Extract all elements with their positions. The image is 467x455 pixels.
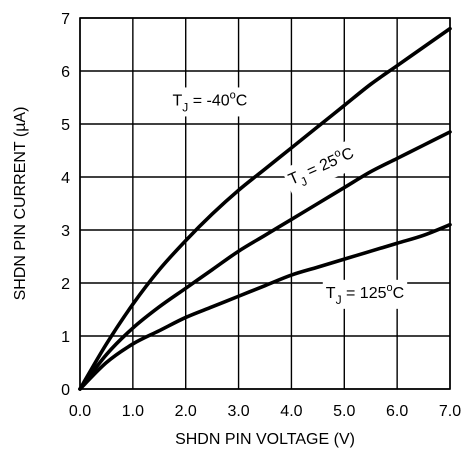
y-tick-label: 3: [61, 223, 70, 240]
x-tick-label: 4.0: [280, 403, 302, 420]
x-tick-label: 2.0: [175, 403, 197, 420]
series-label-background: [169, 87, 251, 117]
x-tick-label: 6.0: [386, 403, 408, 420]
series-label-0: TJ = -40oC: [169, 87, 251, 117]
y-tick-label: 5: [61, 117, 70, 134]
x-tick-label: 1.0: [122, 403, 144, 420]
y-axis-title: SHDN PIN CURRENT (µA): [12, 107, 29, 301]
series-line-0: [78, 26, 452, 391]
y-tick-labels: 0 1 2 3 4 5 6 7: [61, 11, 70, 399]
y-tick-label: 4: [61, 170, 70, 187]
series-label-text: TJ = 125oC: [326, 282, 404, 307]
series-labels: TJ = -40oC TJ = 25oC TJ = 125oC: [169, 87, 408, 309]
x-tick-labels: 0.0 1.0 2.0 3.0 4.0 5.0 6.0 7.0: [69, 403, 461, 420]
x-tick-label: 3.0: [227, 403, 249, 420]
y-tick-label: 6: [61, 64, 70, 81]
series-line-2: [78, 222, 452, 391]
series-label-1: TJ = 25oC: [281, 139, 363, 197]
series-line-1: [78, 130, 452, 391]
series-label-background: [322, 279, 408, 309]
series-label-text: TJ = -40oC: [173, 89, 248, 114]
y-tick-label: 0: [61, 382, 70, 399]
curves: [78, 26, 452, 391]
grid: [79, 17, 451, 390]
series-label-background: [281, 139, 363, 197]
x-tick-label: 7.0: [439, 403, 461, 420]
y-tick-label: 7: [61, 11, 70, 28]
x-tick-label: 0.0: [69, 403, 91, 420]
x-tick-label: 5.0: [333, 403, 355, 420]
plot-frame: [79, 17, 451, 390]
x-axis-title: SHDN PIN VOLTAGE (V): [175, 431, 355, 448]
y-tick-label: 1: [61, 329, 70, 346]
series-label-2: TJ = 125oC: [322, 279, 408, 309]
y-tick-label: 2: [61, 276, 70, 293]
